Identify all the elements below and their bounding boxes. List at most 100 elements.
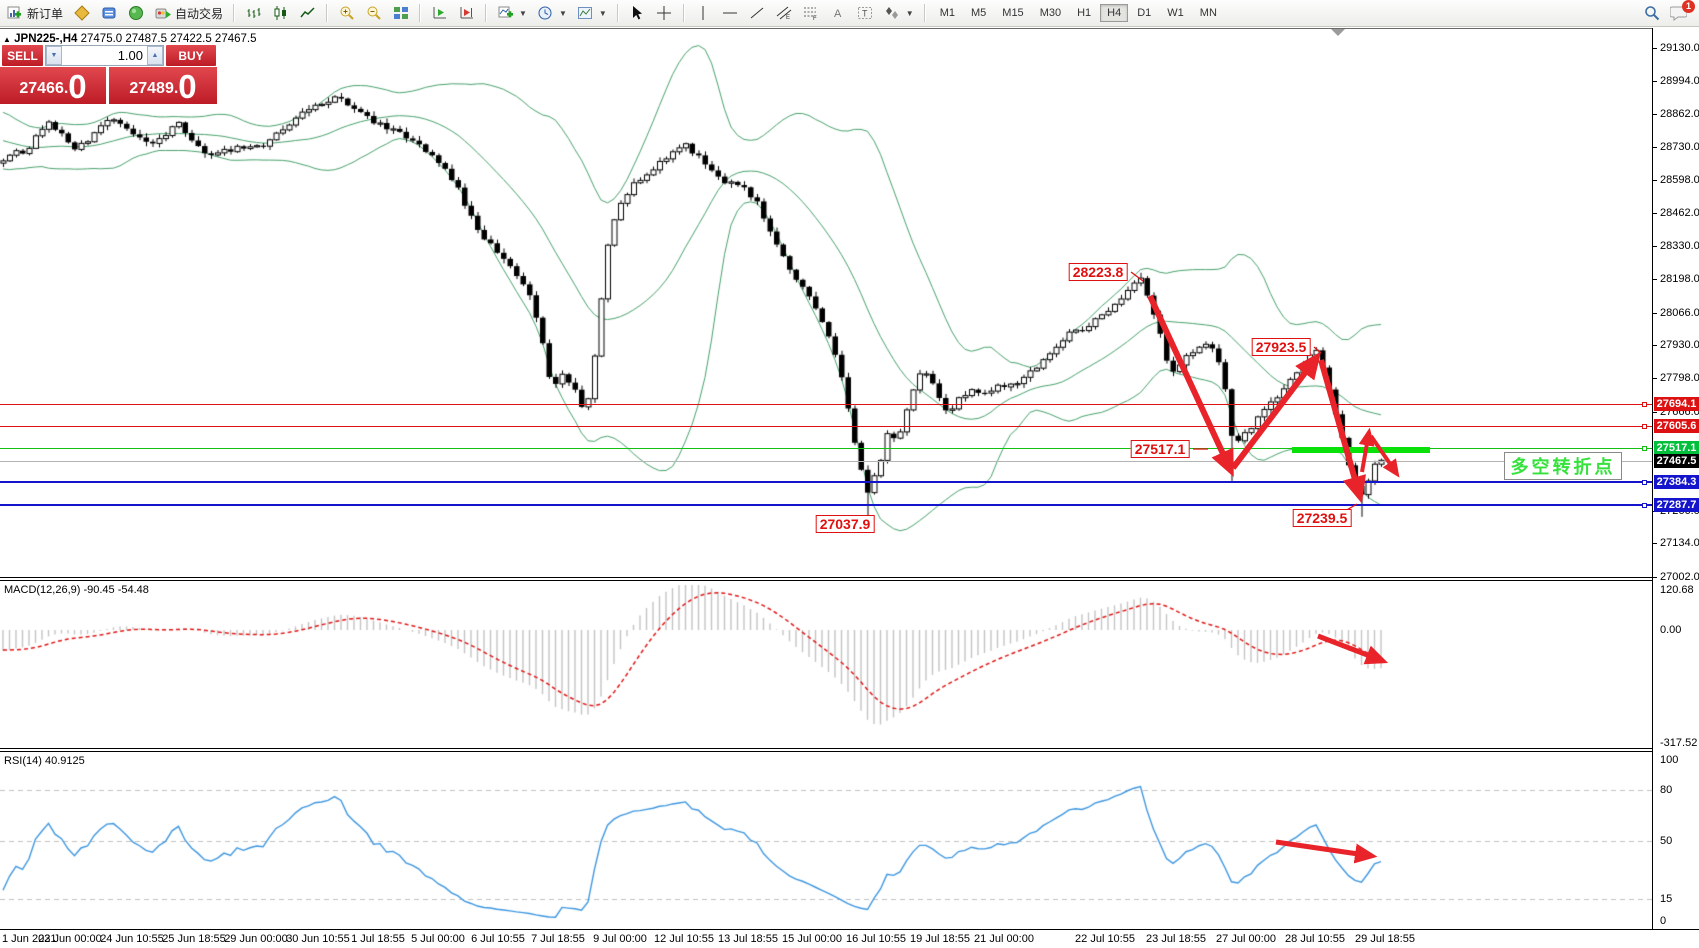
time-axis-label: 1 Jun 2021	[2, 933, 57, 945]
price-tag: 27605.6	[1654, 419, 1699, 433]
rsi-pane-separator[interactable]	[0, 748, 1699, 752]
line-endpoint-handle[interactable]	[1642, 480, 1647, 485]
axis-tick-label: 27930.0	[1660, 339, 1699, 351]
buy-price-box[interactable]: 27489. 0	[109, 67, 217, 104]
price-tag: 27384.3	[1654, 475, 1699, 489]
rsi-label: RSI(14) 40.9125	[4, 755, 85, 767]
time-axis-label: 21 Jul 00:00	[974, 933, 1034, 945]
price-callout-label[interactable]: 27923.5	[1251, 338, 1311, 356]
price-axis[interactable]: 29130.0 28994.0 28862.0 28730.0 28598.0 28462…	[1652, 28, 1699, 929]
volume-value[interactable]: 1.00	[117, 48, 143, 63]
rsi-axis-label: 0	[1660, 915, 1667, 927]
horizontal-line-object[interactable]	[0, 481, 1652, 483]
axis-tick-label: 28598.0	[1660, 174, 1699, 186]
axis-tick-mark	[1653, 577, 1657, 578]
volume-increase-button[interactable]: ▲	[147, 46, 163, 65]
macd-pane-separator[interactable]	[0, 577, 1699, 581]
axis-tick-mark	[1653, 114, 1657, 115]
line-endpoint-handle[interactable]	[1642, 446, 1647, 451]
time-axis-label: 30 Jun 10:55	[286, 933, 350, 945]
price-callout-label[interactable]: 27037.9	[815, 515, 875, 533]
support-zone-bar[interactable]	[1292, 447, 1430, 453]
volume-decrease-button[interactable]: ▼	[46, 46, 62, 65]
axis-tick-mark	[1653, 213, 1657, 214]
axis-tick-mark	[1653, 48, 1657, 49]
axis-tick-mark	[1653, 246, 1657, 247]
axis-tick-label: 27798.0	[1660, 372, 1699, 384]
sell-price-box[interactable]: 27466. 0	[0, 67, 106, 104]
axis-tick-label: 28994.0	[1660, 75, 1699, 87]
time-axis-label: 15 Jul 00:00	[782, 933, 842, 945]
time-axis-label: 16 Jul 10:55	[846, 933, 906, 945]
rsi-axis-label: 50	[1660, 835, 1673, 847]
chart-canvas[interactable]	[0, 0, 1652, 948]
one-click-trading-panel: SELL ▼ 1.00 ▲ BUY 27466. 0 27489. 0	[0, 44, 218, 104]
macd-label: MACD(12,26,9) -90.45 -54.48	[4, 584, 149, 596]
chart-title: ▲ JPN225-,H4 27475.0 27487.5 27422.5 274…	[3, 33, 257, 45]
time-axis-label: 28 Jul 10:55	[1285, 933, 1345, 945]
line-endpoint-handle[interactable]	[1642, 503, 1647, 508]
time-axis-label: 25 Jun 18:55	[162, 933, 226, 945]
buy-button[interactable]: BUY	[166, 45, 216, 66]
axis-tick-mark	[1653, 279, 1657, 280]
time-axis-label: 27 Jul 00:00	[1216, 933, 1276, 945]
time-axis-label: 9 Jul 00:00	[593, 933, 647, 945]
axis-tick-label: 28198.0	[1660, 273, 1699, 285]
axis-tick-label: 28462.0	[1660, 207, 1699, 219]
line-endpoint-handle[interactable]	[1642, 402, 1647, 407]
time-axis-label: 13 Jul 18:55	[718, 933, 778, 945]
axis-tick-label: 29130.0	[1660, 42, 1699, 54]
horizontal-line-object[interactable]	[0, 426, 1652, 427]
macd-axis-label: -317.52	[1660, 737, 1698, 749]
horizontal-line-object[interactable]	[0, 448, 1652, 449]
notifications-button[interactable]: 1	[1666, 0, 1695, 24]
time-axis-label: 22 Jul 10:55	[1075, 933, 1135, 945]
symbol-ohlc: 27475.0 27487.5 27422.5 27467.5	[80, 33, 257, 45]
axis-tick-label: 27002.0	[1660, 571, 1699, 583]
time-axis-label: 19 Jul 18:55	[910, 933, 970, 945]
buy-price-big-digit: 0	[178, 68, 197, 105]
price-tag: 27467.5	[1654, 454, 1699, 468]
sell-button[interactable]: SELL	[2, 45, 43, 66]
price-callout-label[interactable]: 27517.1	[1130, 440, 1190, 458]
price-callout-label[interactable]: 27239.5	[1292, 509, 1352, 527]
axis-tick-mark	[1653, 313, 1657, 314]
axis-tick-mark	[1653, 180, 1657, 181]
time-axis-label: 6 Jul 10:55	[471, 933, 525, 945]
macd-axis-label: 0.00	[1660, 624, 1682, 636]
horizontal-line-object[interactable]	[0, 504, 1652, 506]
horizontal-line-object[interactable]	[0, 461, 1652, 462]
rsi-axis-label: 80	[1660, 784, 1673, 796]
time-axis-label: 29 Jul 18:55	[1355, 933, 1415, 945]
axis-tick-label: 27134.0	[1660, 537, 1699, 549]
chart-shift-marker-icon[interactable]	[1331, 29, 1345, 36]
rsi-axis-label: 15	[1660, 893, 1673, 905]
time-axis[interactable]: 1 Jun 2021 23 Jun 00:00 24 Jun 10:55 25 Jun…	[0, 929, 1699, 948]
turning-point-text: 多空转折点	[1510, 457, 1616, 477]
price-tag: 27517.1	[1654, 441, 1699, 455]
turning-point-label[interactable]: 多空转折点	[1504, 452, 1622, 480]
time-axis-label: 23 Jul 18:55	[1146, 933, 1206, 945]
rsi-axis-label: 100	[1660, 754, 1679, 766]
line-endpoint-handle[interactable]	[1642, 424, 1647, 429]
time-axis-label: 12 Jul 10:55	[654, 933, 714, 945]
buy-price: 27489.	[129, 80, 179, 97]
axis-tick-mark	[1653, 81, 1657, 82]
price-callout-label[interactable]: 28223.8	[1068, 263, 1128, 281]
axis-tick-mark	[1653, 412, 1657, 413]
horizontal-line-object[interactable]	[0, 404, 1652, 405]
notification-badge: 1	[1682, 0, 1695, 13]
buy-button-label: BUY	[178, 48, 204, 63]
axis-tick-label: 28730.0	[1660, 141, 1699, 153]
axis-tick-mark	[1653, 345, 1657, 346]
axis-tick-label: 28330.0	[1660, 240, 1699, 252]
symbol-marker-icon: ▲	[3, 35, 11, 44]
price-tag: 27287.7	[1654, 498, 1699, 512]
time-axis-label: 29 Jun 00:00	[224, 933, 288, 945]
time-axis-label: 1 Jul 18:55	[351, 933, 405, 945]
axis-tick-label: 28862.0	[1660, 108, 1699, 120]
macd-axis-label: 120.68	[1660, 584, 1694, 596]
time-axis-label: 7 Jul 18:55	[531, 933, 585, 945]
price-tag: 27694.1	[1654, 397, 1699, 411]
